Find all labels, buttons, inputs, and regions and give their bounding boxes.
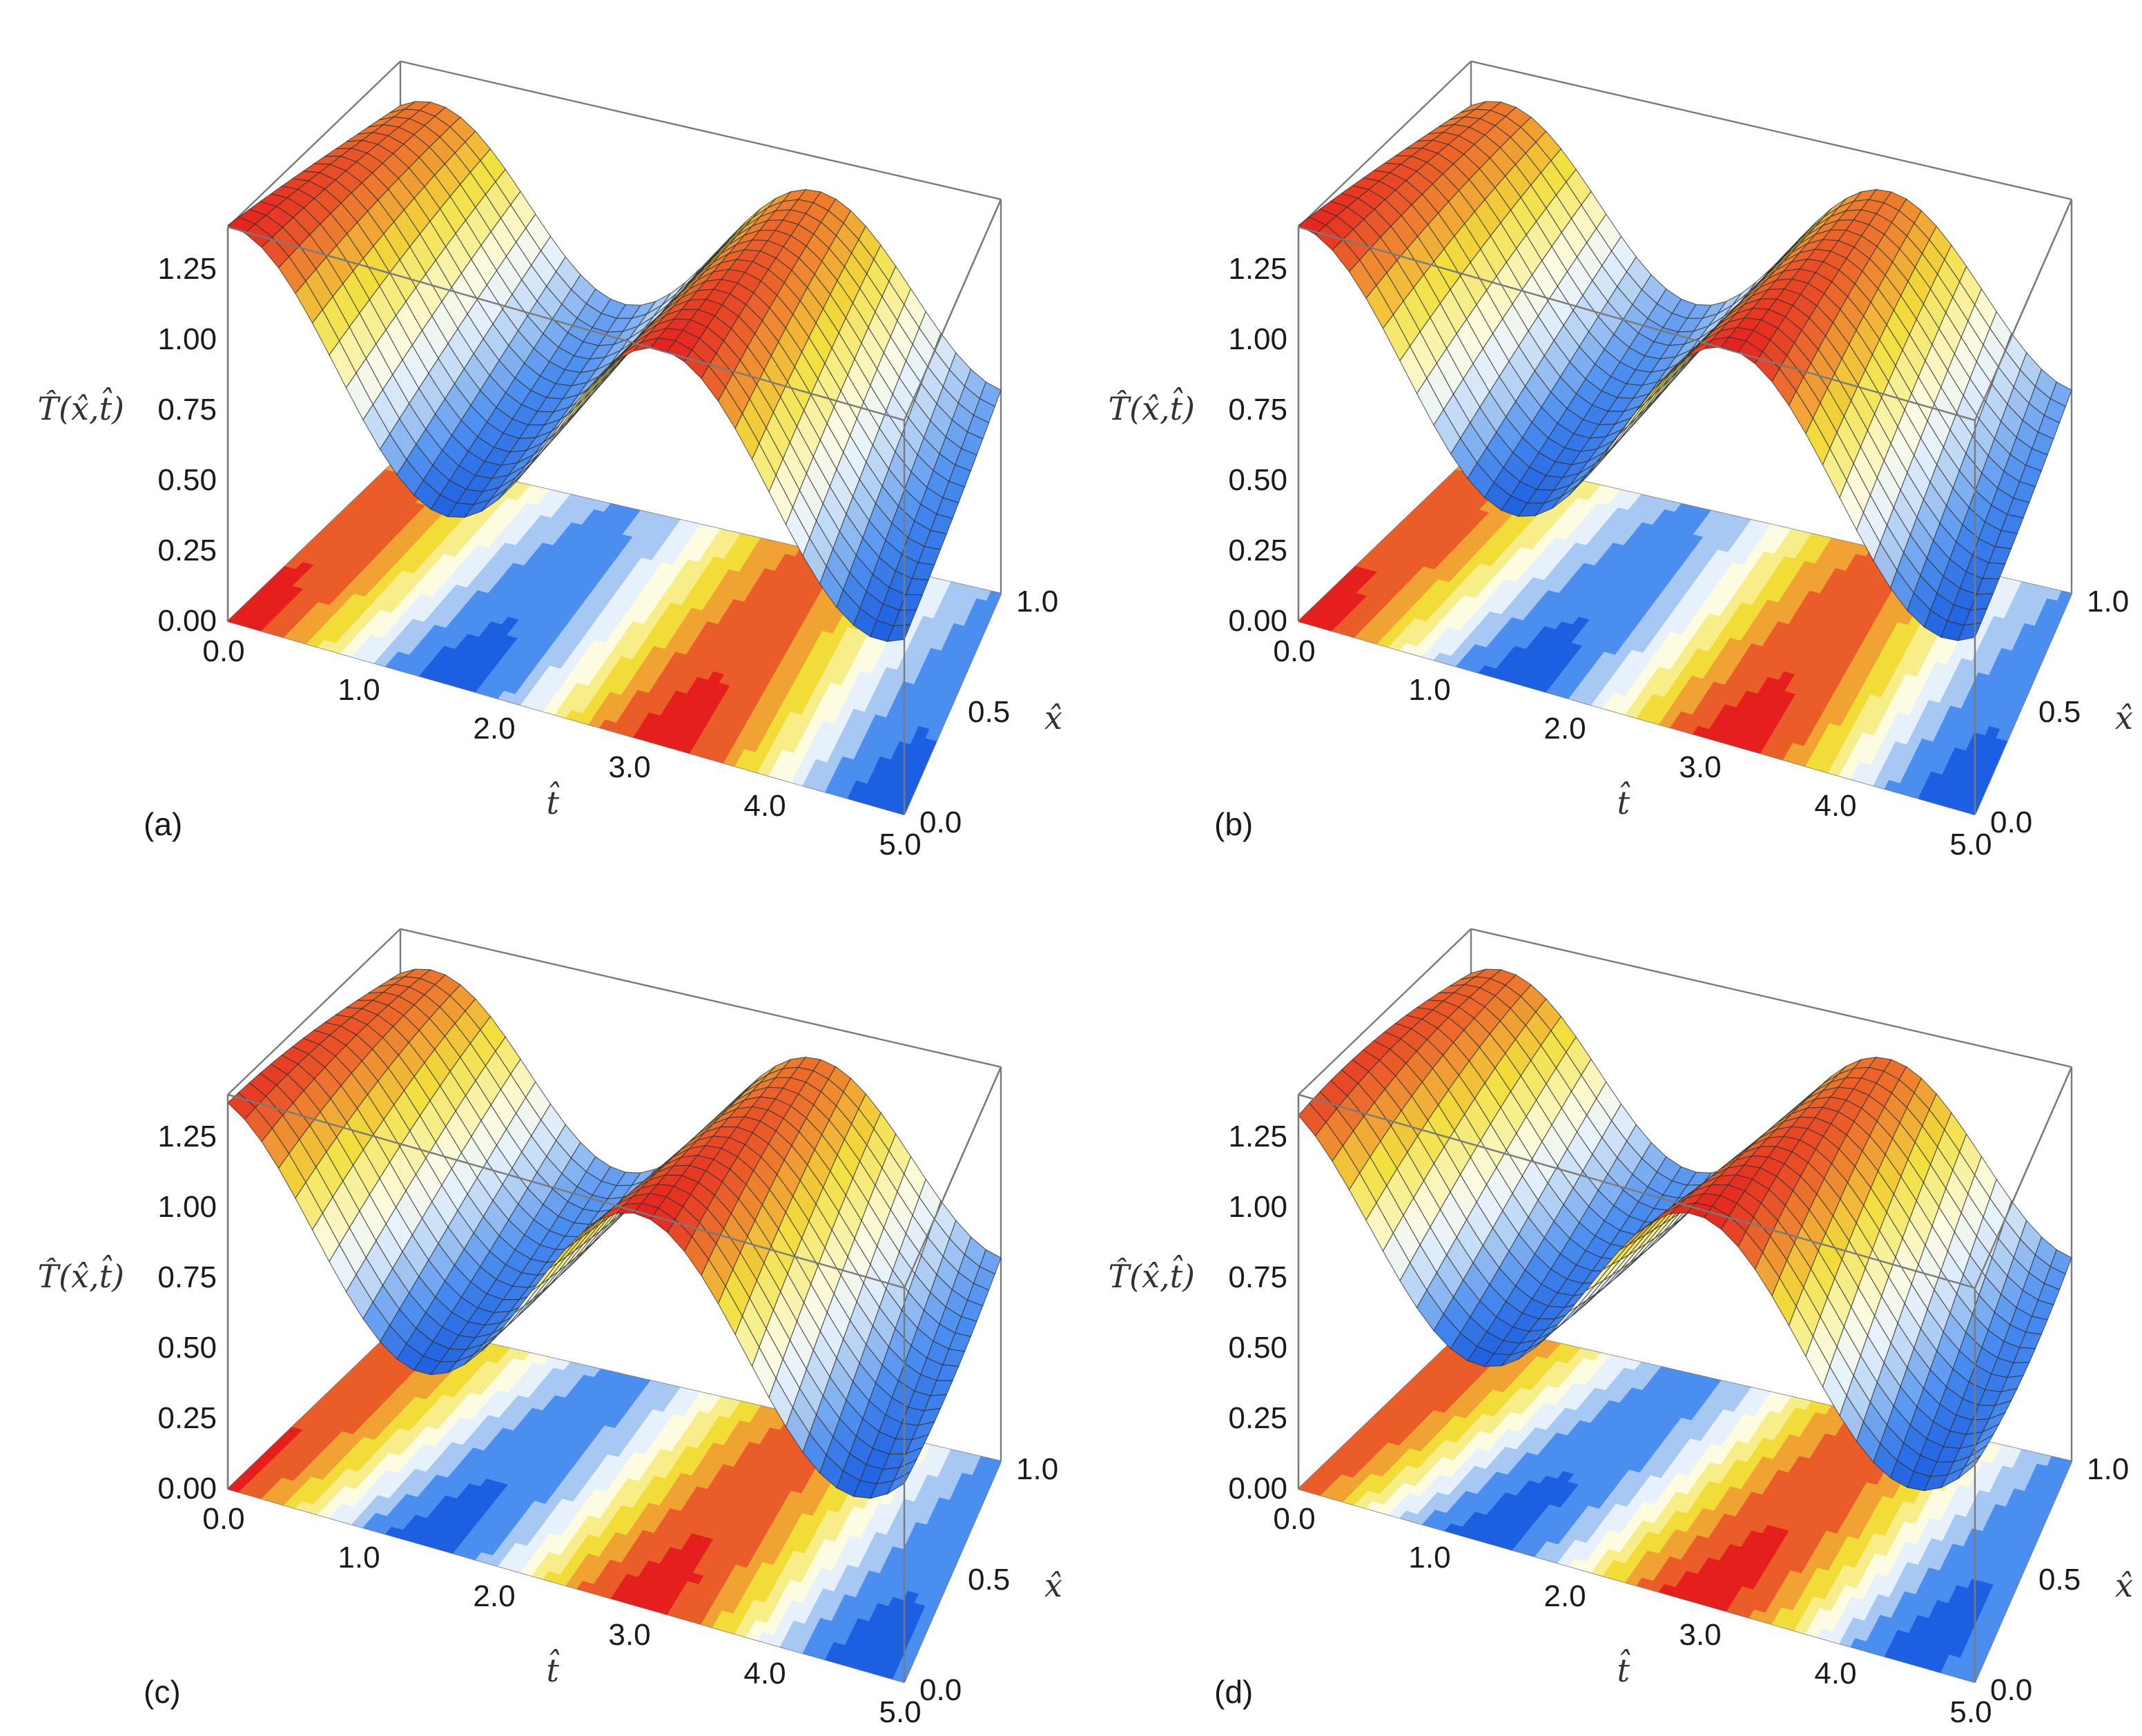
- box-edge: [400, 928, 1002, 1068]
- box-edge: [227, 226, 905, 421]
- z-tick-label: 0.75: [157, 393, 217, 427]
- z-tick-label: 0.00: [1228, 604, 1287, 638]
- contour-floor: [227, 455, 1002, 815]
- t-tick-label: 4.0: [1814, 789, 1856, 823]
- z-tick-label: 0.50: [157, 463, 217, 497]
- t-tick-label: 0.0: [202, 634, 244, 668]
- box-edge: [400, 60, 1002, 200]
- x-tick-label: 0.0: [1990, 806, 2032, 839]
- front-edges: [1297, 199, 2073, 815]
- chart-svg: 0.00 0.25 0.50 0.75 1.00 1.25 T̂(x̂,t̂) 0.0 1.0 2…: [37, 60, 1062, 861]
- panel-c: 0.00 0.25 0.50 0.75 1.00 1.25 T̂(x̂,t̂) 0.0 1.0 2…: [0, 868, 1071, 1735]
- contour-cell: [2057, 591, 2072, 603]
- front-edges: [226, 199, 1002, 815]
- chart-svg: 0.000.250.500.751.001.25T̂(x̂,t̂)0.01.02…: [37, 928, 1062, 1729]
- surface-mesh: [1297, 101, 2072, 641]
- z-tick-label: 0.25: [157, 534, 217, 567]
- z-axis-label: T̂(x̂,t̂): [37, 387, 124, 427]
- t-tick-label: 4.0: [743, 789, 786, 823]
- t-axis-label: t̂: [547, 781, 560, 821]
- t-tick-label: 1.0: [1408, 673, 1450, 707]
- x-tick-label: 0.5: [968, 695, 1010, 729]
- z-tick-label: 0.75: [1228, 393, 1287, 427]
- box-edge: [1470, 60, 2072, 200]
- panel-b: 0.00 0.25 0.50 0.75 1.00 1.25 T̂(x̂,t̂) 0.0 1.0 2…: [1071, 0, 2141, 868]
- z-tick-label: 1.25: [1228, 252, 1287, 286]
- box-edge: [1298, 226, 1976, 421]
- panel-a: 0.00 0.25 0.50 0.75 1.00 1.25 T̂(x̂,t̂) 0.0 1.0 2…: [0, 0, 1071, 868]
- z-tick-label: 1.00: [1228, 322, 1287, 356]
- box-edge: [903, 199, 1002, 421]
- surface-mesh: [226, 101, 1002, 642]
- x-tick-label: 1.0: [1016, 585, 1058, 618]
- panel-label: (a): [144, 806, 182, 842]
- x-tick-label: 0.0: [919, 806, 962, 839]
- x-tick-label: 0.5: [2038, 695, 2081, 729]
- contour-floor: [227, 1323, 1002, 1683]
- t-tick-label: 0.0: [1273, 634, 1315, 668]
- box-edge: [227, 928, 401, 1095]
- z-tick-label: 0.00: [157, 604, 217, 638]
- z-tick-label: 0.25: [1228, 534, 1287, 567]
- x-axis-label: x̂: [2115, 699, 2133, 737]
- z-tick-label: 0.50: [1228, 463, 1287, 497]
- t-tick-label: 5.0: [1949, 828, 1992, 861]
- t-axis-label: t̂: [1617, 781, 1630, 821]
- contour-cell: [986, 591, 1002, 603]
- box-edge: [227, 60, 401, 228]
- t-tick-label: 2.0: [1544, 712, 1586, 745]
- t-tick-label: 3.0: [608, 750, 650, 784]
- box-edge: [1298, 60, 1472, 228]
- t-tick-label: 3.0: [1679, 750, 1721, 784]
- t-tick-label: 1.0: [338, 673, 380, 707]
- x-axis-label: x̂: [1044, 699, 1062, 737]
- t-tick-label: 2.0: [473, 712, 515, 745]
- panel-label: (b): [1214, 806, 1253, 842]
- box-edge: [1974, 199, 2073, 421]
- x-tick-label: 1.0: [2087, 585, 2129, 618]
- z-tick-label: 1.00: [157, 322, 217, 356]
- z-tick-label: 1.25: [157, 252, 217, 286]
- t-tick-label: 5.0: [879, 828, 921, 861]
- z-axis-label: T̂(x̂,t̂): [1108, 387, 1195, 427]
- chart-svg: 0.00 0.25 0.50 0.75 1.00 1.25 T̂(x̂,t̂) 0.0 1.0 2…: [1108, 60, 2133, 861]
